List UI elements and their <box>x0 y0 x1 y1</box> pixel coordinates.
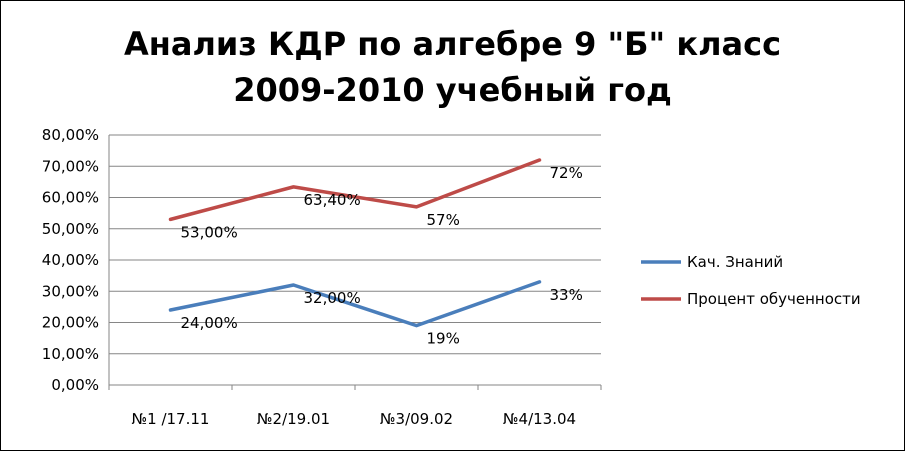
x-tick-label: №4/13.04 <box>503 410 576 428</box>
legend: Кач. Знаний Процент обученности <box>641 253 861 308</box>
data-label: 53,00% <box>181 223 238 241</box>
chart-title-line-2: 2009-2010 учебный год <box>233 71 672 109</box>
y-tick-label: 20,00% <box>42 314 99 332</box>
data-label: 24,00% <box>181 314 238 332</box>
data-label: 57% <box>427 211 460 229</box>
x-tick-label: №3/09.02 <box>380 410 453 428</box>
y-tick-label: 10,00% <box>42 345 99 363</box>
series-layer <box>168 158 542 328</box>
y-tick-label: 80,00% <box>42 126 99 144</box>
chart-title-line-1: Анализ КДР по алгебре 9 "Б" класс <box>123 25 782 63</box>
legend-label-2: Процент обученности <box>687 290 861 308</box>
y-tick-label: 0,00% <box>51 376 99 394</box>
data-label: 33% <box>550 286 583 304</box>
series-line-2 <box>168 158 542 222</box>
data-label: 32,00% <box>304 289 361 307</box>
x-tick-label: №2/19.01 <box>257 410 330 428</box>
data-labels: 24,00% 32,00% 19% 33% 53,00% 63,40% 57% 72% <box>181 164 583 348</box>
legend-label-1: Кач. Знаний <box>687 253 783 271</box>
data-label: 72% <box>550 164 583 182</box>
y-tick-label: 40,00% <box>42 251 99 269</box>
series-line-1 <box>168 280 542 328</box>
data-label: 63,40% <box>304 191 361 209</box>
axes: 0,00% 10,00% 20,00% 30,00% 40,00% 50,00% 60,00… <box>42 126 602 428</box>
y-tick-label: 60,00% <box>42 189 99 207</box>
data-label: 19% <box>427 330 460 348</box>
x-tick-label: №1 /17.11 <box>132 410 210 428</box>
y-tick-label: 30,00% <box>42 282 99 300</box>
chart-title: Анализ КДР по алгебре 9 "Б" класс 2009-2… <box>1 21 904 113</box>
y-tick-label: 70,00% <box>42 157 99 175</box>
y-tick-label: 50,00% <box>42 220 99 238</box>
